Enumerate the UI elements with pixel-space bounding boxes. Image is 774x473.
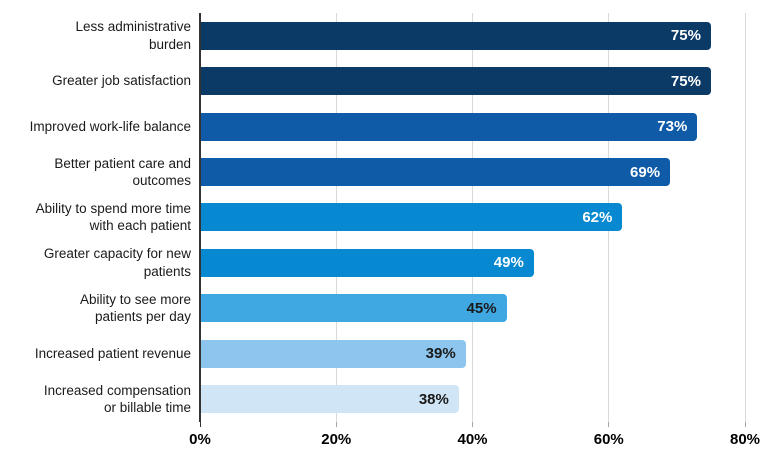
- bar: 39%: [200, 339, 466, 368]
- bar: 45%: [200, 294, 507, 323]
- bar-row: Less administrative burden 75%: [0, 13, 774, 58]
- value-label: 62%: [582, 208, 613, 226]
- value-label: 49%: [493, 254, 524, 272]
- value-label: 45%: [466, 299, 497, 317]
- category-label: Ability to see more patients per day: [79, 291, 191, 325]
- bar-track: 62%: [200, 203, 745, 232]
- bar-track: 75%: [200, 21, 745, 50]
- bar-rows: Less administrative burden 75% Greater job…: [0, 13, 774, 422]
- bar-track: 49%: [200, 248, 745, 277]
- bar: 62%: [200, 203, 623, 232]
- bar-track: 38%: [200, 385, 745, 414]
- category-label: Increased compensation or billable time: [43, 382, 191, 416]
- bar: 69%: [200, 158, 671, 187]
- bar-row: Ability to spend more time with each pat…: [0, 195, 774, 240]
- category-label: Greater capacity for new patients: [43, 246, 191, 279]
- bar-row: Greater job satisfaction 75%: [0, 58, 774, 103]
- bar-row: Increased patient revenue 39%: [0, 331, 774, 376]
- x-tick-mark: [199, 422, 201, 427]
- x-tick-mark: [608, 422, 610, 427]
- bar: 49%: [200, 248, 534, 277]
- value-label: 75%: [670, 27, 701, 45]
- value-label: 39%: [425, 345, 456, 363]
- bar-track: 69%: [200, 158, 745, 187]
- value-label: 69%: [630, 163, 661, 181]
- bar-row: Improved work-life balance 73%: [0, 104, 774, 149]
- bar-row: Ability to see more patients per day 45%: [0, 286, 774, 331]
- category-label: Better patient care and outcomes: [54, 155, 191, 189]
- category-label: Less administrative burden: [75, 19, 191, 52]
- value-label: 38%: [418, 390, 449, 408]
- x-tick-label: 0%: [189, 431, 211, 448]
- y-axis-line: [199, 13, 201, 422]
- category-label: Improved work-life balance: [29, 118, 191, 134]
- bar: 75%: [200, 67, 711, 96]
- x-axis: 0% 20% 40% 60% 80%: [189, 431, 760, 451]
- x-tick-mark: [744, 422, 746, 427]
- bar-row: Better patient care and outcomes 69%: [0, 149, 774, 194]
- bar-track: 75%: [200, 67, 745, 96]
- bar: 38%: [200, 385, 459, 414]
- x-tick-label: 60%: [593, 431, 624, 448]
- bar-track: 39%: [200, 339, 745, 368]
- bar: 75%: [200, 21, 711, 50]
- x-tick-label: 80%: [729, 431, 761, 448]
- category-label: Increased patient revenue: [34, 346, 191, 362]
- bar-row: Greater capacity for new patients 49%: [0, 240, 774, 285]
- category-label: Ability to spend more time with each pat…: [35, 200, 191, 234]
- x-tick-label: 20%: [321, 431, 352, 448]
- x-tick-mark: [472, 422, 473, 427]
- bar-track: 45%: [200, 294, 745, 323]
- bar-track: 73%: [200, 112, 745, 141]
- x-tick-mark: [335, 422, 337, 427]
- value-label: 73%: [657, 118, 688, 136]
- x-tick-label: 40%: [457, 431, 488, 448]
- gridline: [744, 13, 746, 422]
- value-label: 75%: [670, 72, 701, 90]
- bar: 73%: [200, 112, 698, 141]
- bar-row: Increased compensation or billable time 3…: [0, 377, 774, 422]
- category-label: Greater job satisfaction: [52, 73, 191, 89]
